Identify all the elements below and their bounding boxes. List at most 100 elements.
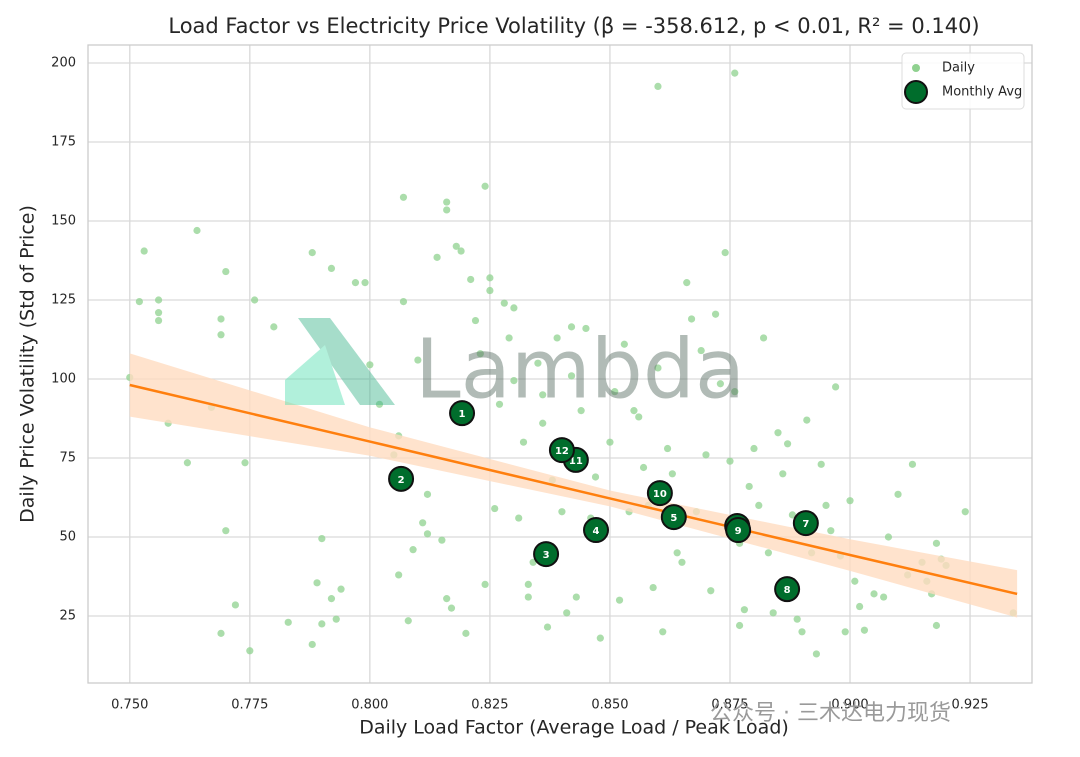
daily-point bbox=[707, 587, 715, 595]
daily-point bbox=[404, 617, 412, 625]
watermark-text: 公众号 · 三木达电力现货 bbox=[710, 701, 951, 726]
daily-point bbox=[884, 533, 893, 541]
daily-point bbox=[486, 286, 494, 295]
daily-point bbox=[457, 247, 465, 255]
y-tick-label: 125 bbox=[51, 293, 76, 308]
daily-point bbox=[534, 359, 542, 367]
monthly-point bbox=[583, 517, 610, 544]
daily-point bbox=[419, 519, 427, 527]
daily-point bbox=[491, 504, 499, 513]
chart-title: Load Factor vs Electricity Price Volatil… bbox=[168, 14, 979, 38]
daily-point bbox=[183, 459, 191, 467]
daily-point bbox=[140, 247, 148, 255]
daily-point bbox=[567, 372, 576, 380]
daily-point bbox=[783, 440, 792, 448]
daily-point bbox=[222, 527, 230, 535]
daily-point bbox=[870, 590, 878, 598]
daily-point bbox=[510, 304, 518, 312]
daily-point bbox=[524, 593, 532, 601]
y-tick-label: 75 bbox=[59, 451, 76, 466]
daily-point bbox=[673, 549, 681, 557]
daily-point bbox=[222, 267, 230, 276]
daily-point bbox=[438, 536, 446, 544]
daily-point bbox=[716, 380, 724, 388]
daily-point bbox=[817, 460, 825, 468]
daily-point bbox=[577, 407, 585, 415]
x-tick-label: 0.775 bbox=[231, 698, 268, 713]
month-label: 8 bbox=[784, 585, 791, 596]
daily-point bbox=[251, 296, 259, 304]
daily-point bbox=[630, 407, 638, 415]
daily-point bbox=[687, 315, 696, 323]
daily-point bbox=[606, 438, 614, 446]
daily-point bbox=[961, 508, 969, 516]
month-label: 12 bbox=[555, 446, 569, 457]
daily-point bbox=[318, 534, 326, 543]
daily-point bbox=[217, 315, 225, 323]
daily-point bbox=[409, 546, 417, 554]
monthly-point bbox=[774, 576, 801, 603]
month-label: 11 bbox=[569, 456, 583, 467]
daily-point bbox=[539, 391, 547, 399]
daily-point bbox=[635, 413, 643, 421]
x-tick-label: 0.875 bbox=[711, 698, 748, 713]
monthly-point bbox=[725, 517, 752, 544]
y-tick-label: 100 bbox=[51, 372, 76, 387]
month-label: 1 bbox=[459, 409, 466, 420]
daily-point bbox=[591, 473, 600, 481]
daily-point bbox=[462, 629, 470, 637]
daily-point bbox=[668, 470, 676, 478]
daily-point bbox=[611, 388, 619, 396]
daily-point bbox=[740, 606, 748, 614]
daily-point bbox=[351, 279, 360, 287]
daily-point bbox=[361, 279, 369, 287]
daily-point bbox=[154, 316, 163, 325]
daily-point bbox=[443, 198, 451, 206]
daily-point bbox=[467, 275, 475, 284]
daily-point bbox=[851, 577, 859, 585]
daily-point bbox=[327, 264, 336, 273]
daily-point bbox=[154, 296, 163, 304]
daily-point bbox=[481, 580, 489, 589]
daily-point bbox=[241, 459, 249, 467]
daily-point bbox=[774, 429, 782, 437]
daily-point bbox=[654, 364, 662, 372]
daily-point bbox=[659, 628, 667, 636]
daily-point bbox=[678, 558, 686, 566]
y-tick-label: 25 bbox=[59, 609, 76, 624]
daily-point bbox=[433, 253, 441, 261]
month-label: 5 bbox=[670, 513, 677, 524]
daily-point bbox=[759, 334, 768, 342]
daily-point bbox=[395, 571, 403, 579]
daily-point bbox=[452, 242, 460, 250]
daily-point bbox=[798, 628, 806, 636]
legend-marker bbox=[904, 80, 928, 104]
daily-point bbox=[495, 400, 504, 408]
month-label: 4 bbox=[593, 526, 600, 537]
daily-point bbox=[231, 601, 240, 609]
daily-point bbox=[908, 460, 917, 468]
daily-point bbox=[846, 497, 854, 505]
daily-point bbox=[764, 549, 772, 557]
daily-point bbox=[654, 82, 662, 90]
x-tick-label: 0.925 bbox=[951, 698, 988, 713]
month-label: 9 bbox=[735, 526, 742, 537]
plot-border bbox=[87, 44, 1033, 684]
daily-point bbox=[308, 249, 316, 257]
daily-point bbox=[375, 400, 384, 408]
daily-point bbox=[793, 615, 801, 623]
daily-point bbox=[399, 297, 408, 306]
daily-point bbox=[318, 620, 326, 628]
regression-line bbox=[129, 383, 1018, 596]
legend-label: Daily bbox=[942, 61, 975, 76]
daily-point bbox=[769, 609, 777, 617]
daily-point bbox=[822, 501, 830, 510]
daily-point bbox=[721, 249, 729, 257]
daily-point bbox=[711, 310, 720, 318]
daily-point bbox=[779, 470, 787, 478]
monthly-point bbox=[533, 541, 560, 568]
daily-point bbox=[620, 340, 628, 348]
legend-box bbox=[901, 52, 1025, 110]
daily-point bbox=[524, 580, 532, 589]
